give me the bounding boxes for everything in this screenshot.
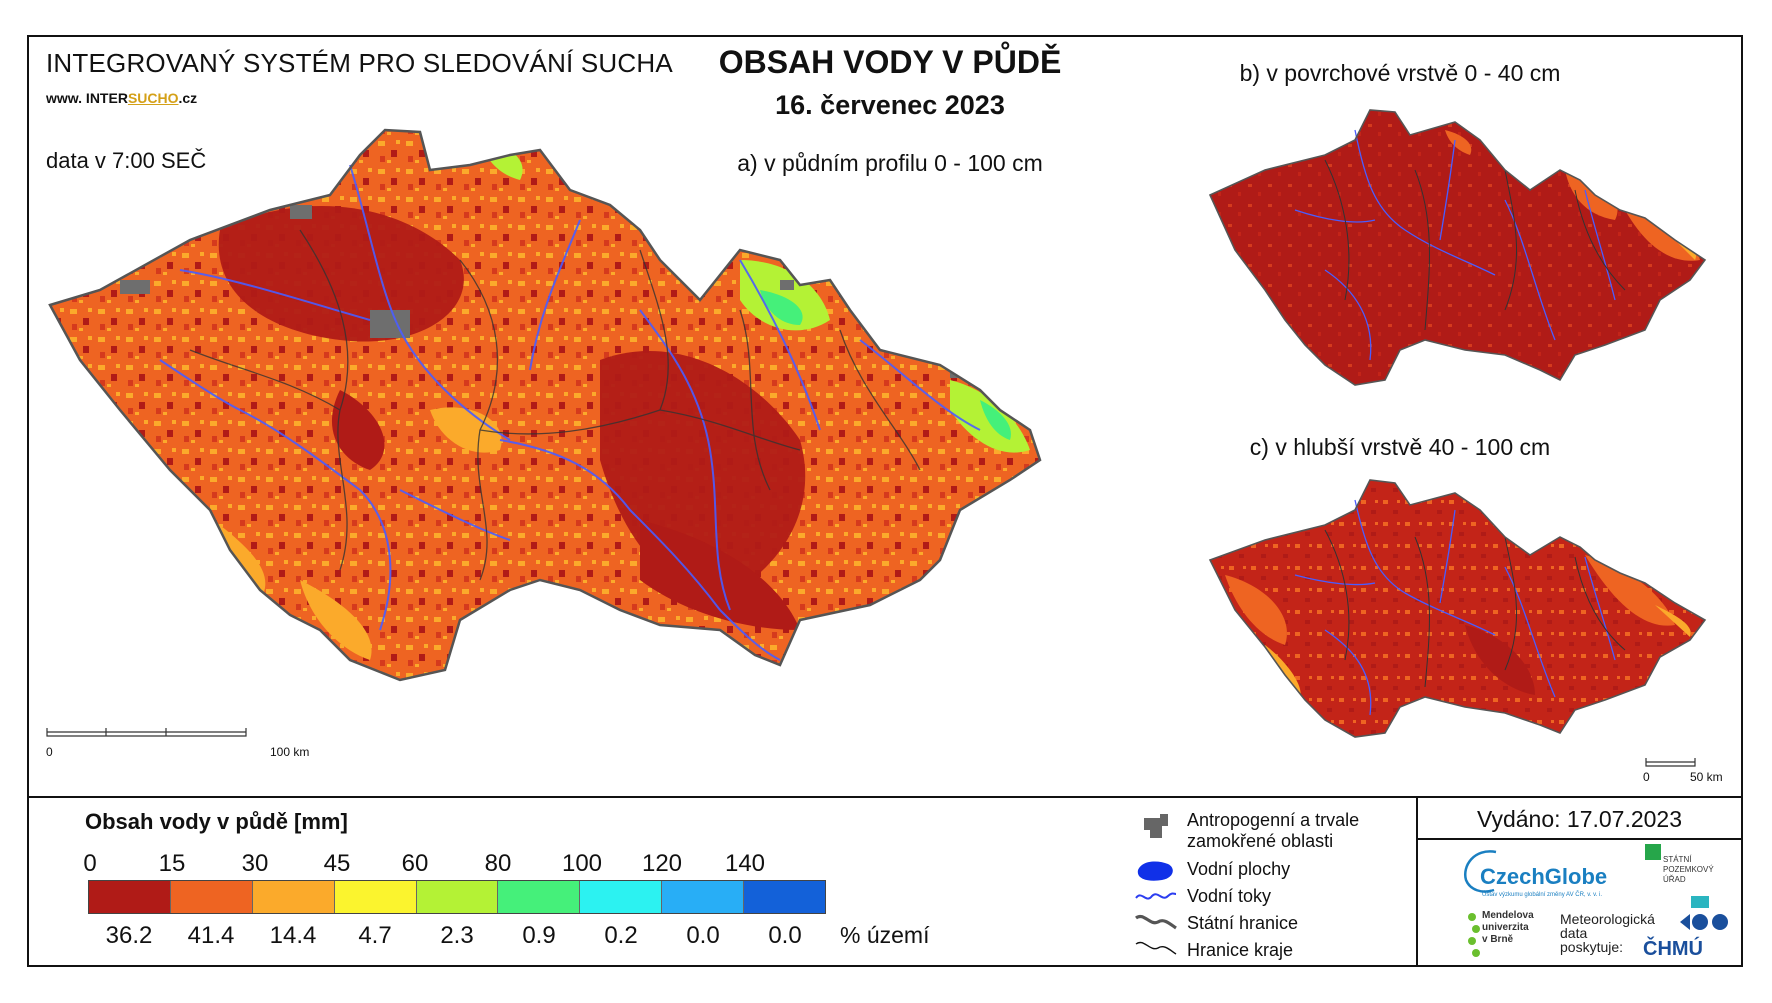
river-icon <box>1135 892 1177 900</box>
map-main <box>48 128 1042 682</box>
legend-title: Obsah vody v půdě [mm] <box>85 809 348 834</box>
anthropogenic-label: Antropogenní a trvale zamokřené oblasti <box>1187 810 1360 851</box>
legend-swatch <box>334 881 417 913</box>
scale-small-end: 50 km <box>1690 770 1723 784</box>
legend-percent: 36.2 <box>105 922 153 949</box>
scale-small-zero: 0 <box>1643 770 1650 784</box>
www-underline: SUCHO <box>127 90 179 106</box>
map-c-label: c) v hlubší vrstvě 40 - 100 cm <box>1249 434 1551 460</box>
scale-main-zero: 0 <box>46 745 53 759</box>
region-border-icon <box>1135 941 1177 955</box>
map-c <box>1208 479 1707 738</box>
spu-logo-icon <box>1645 844 1709 908</box>
legend-percent: 14.4 <box>269 922 317 949</box>
legend-percent: 0.0 <box>768 922 802 949</box>
issued-divider <box>1416 838 1743 840</box>
legend-break: 45 <box>323 850 351 877</box>
legend-swatch <box>744 881 826 913</box>
czechglobe-subtitle: Ústav výzkumu globální změny AV ČR, v. v… <box>1482 892 1603 898</box>
spu-logo: STÁTNÍ POZEMKOVÝ ÚŘAD <box>1663 855 1714 884</box>
map-b-label: b) v povrchové vrstvě 0 - 40 cm <box>1239 60 1561 86</box>
website-link[interactable]: www. INTERSUCHO.cz <box>46 90 197 106</box>
legend-panel <box>27 796 1743 967</box>
legend-percent: 2.3 <box>440 922 474 949</box>
map-b <box>1208 109 1707 386</box>
czechglobe-logo-icon <box>1463 850 1497 893</box>
legend-break: 15 <box>158 850 186 877</box>
water-body-icon <box>1137 861 1173 881</box>
czechglobe-logo: CzechGlobe <box>1480 864 1608 889</box>
legend-swatch <box>662 881 745 913</box>
legend-percent: 0.2 <box>604 922 638 949</box>
legend-break: 120 <box>641 850 683 877</box>
mendel-logo: Mendelova univerzita v Brně <box>1482 910 1534 945</box>
legend-percent: 41.4 <box>187 922 235 949</box>
rivers-label: Vodní toky <box>1187 886 1272 906</box>
mendel-logo-icon <box>1468 913 1480 957</box>
chmu-logo: ČHMÚ <box>1643 938 1703 960</box>
legend-swatch <box>89 881 171 913</box>
region-border-label: Hranice kraje <box>1187 940 1294 960</box>
legend-percent: 0.0 <box>686 922 720 949</box>
legend-swatch <box>252 881 335 913</box>
legend-colorbar <box>88 880 826 914</box>
legend-swatch <box>498 881 581 913</box>
legend-swatch <box>170 881 253 913</box>
meteo-data-label: Meteorologická data poskytuje: <box>1560 911 1655 955</box>
main-title: OBSAH VODY V PŮDĚ <box>718 44 1062 80</box>
scale-main-end: 100 km <box>270 745 310 759</box>
percent-unit: % území <box>840 922 930 948</box>
legend-break: 100 <box>561 850 603 877</box>
state-border-icon <box>1135 915 1177 930</box>
legend-break: 60 <box>401 850 429 877</box>
legend-break: 80 <box>484 850 512 877</box>
system-title: INTEGROVANÝ SYSTÉM PRO SLEDOVÁNÍ SUCHA <box>46 48 673 78</box>
map-date: 16. červenec 2023 <box>775 90 1005 120</box>
legend-percent: 0.9 <box>522 922 556 949</box>
legend-percent: 4.7 <box>358 922 392 949</box>
anthropogenic-icon <box>1144 814 1168 838</box>
legend-break: 30 <box>241 850 269 877</box>
water-bodies-label: Vodní plochy <box>1187 859 1291 879</box>
state-border-label: Státní hranice <box>1187 913 1299 933</box>
issued-box <box>1416 796 1743 967</box>
scale-bar-small <box>1645 758 1696 767</box>
scale-bar-main <box>46 728 247 737</box>
chmu-logo-icon <box>1680 914 1728 930</box>
map-a-label: a) v půdním profilu 0 - 100 cm <box>737 150 1043 176</box>
legend-swatch <box>580 881 663 913</box>
legend-break: 0 <box>83 850 97 877</box>
legend-break: 140 <box>724 850 766 877</box>
data-time: data v 7:00 SEČ <box>46 148 207 173</box>
issued-date: Vydáno: 17.07.2023 <box>1476 806 1683 832</box>
www-prefix: www. INTER <box>46 90 128 106</box>
www-suffix: .cz <box>178 90 198 106</box>
legend-swatch <box>416 881 499 913</box>
